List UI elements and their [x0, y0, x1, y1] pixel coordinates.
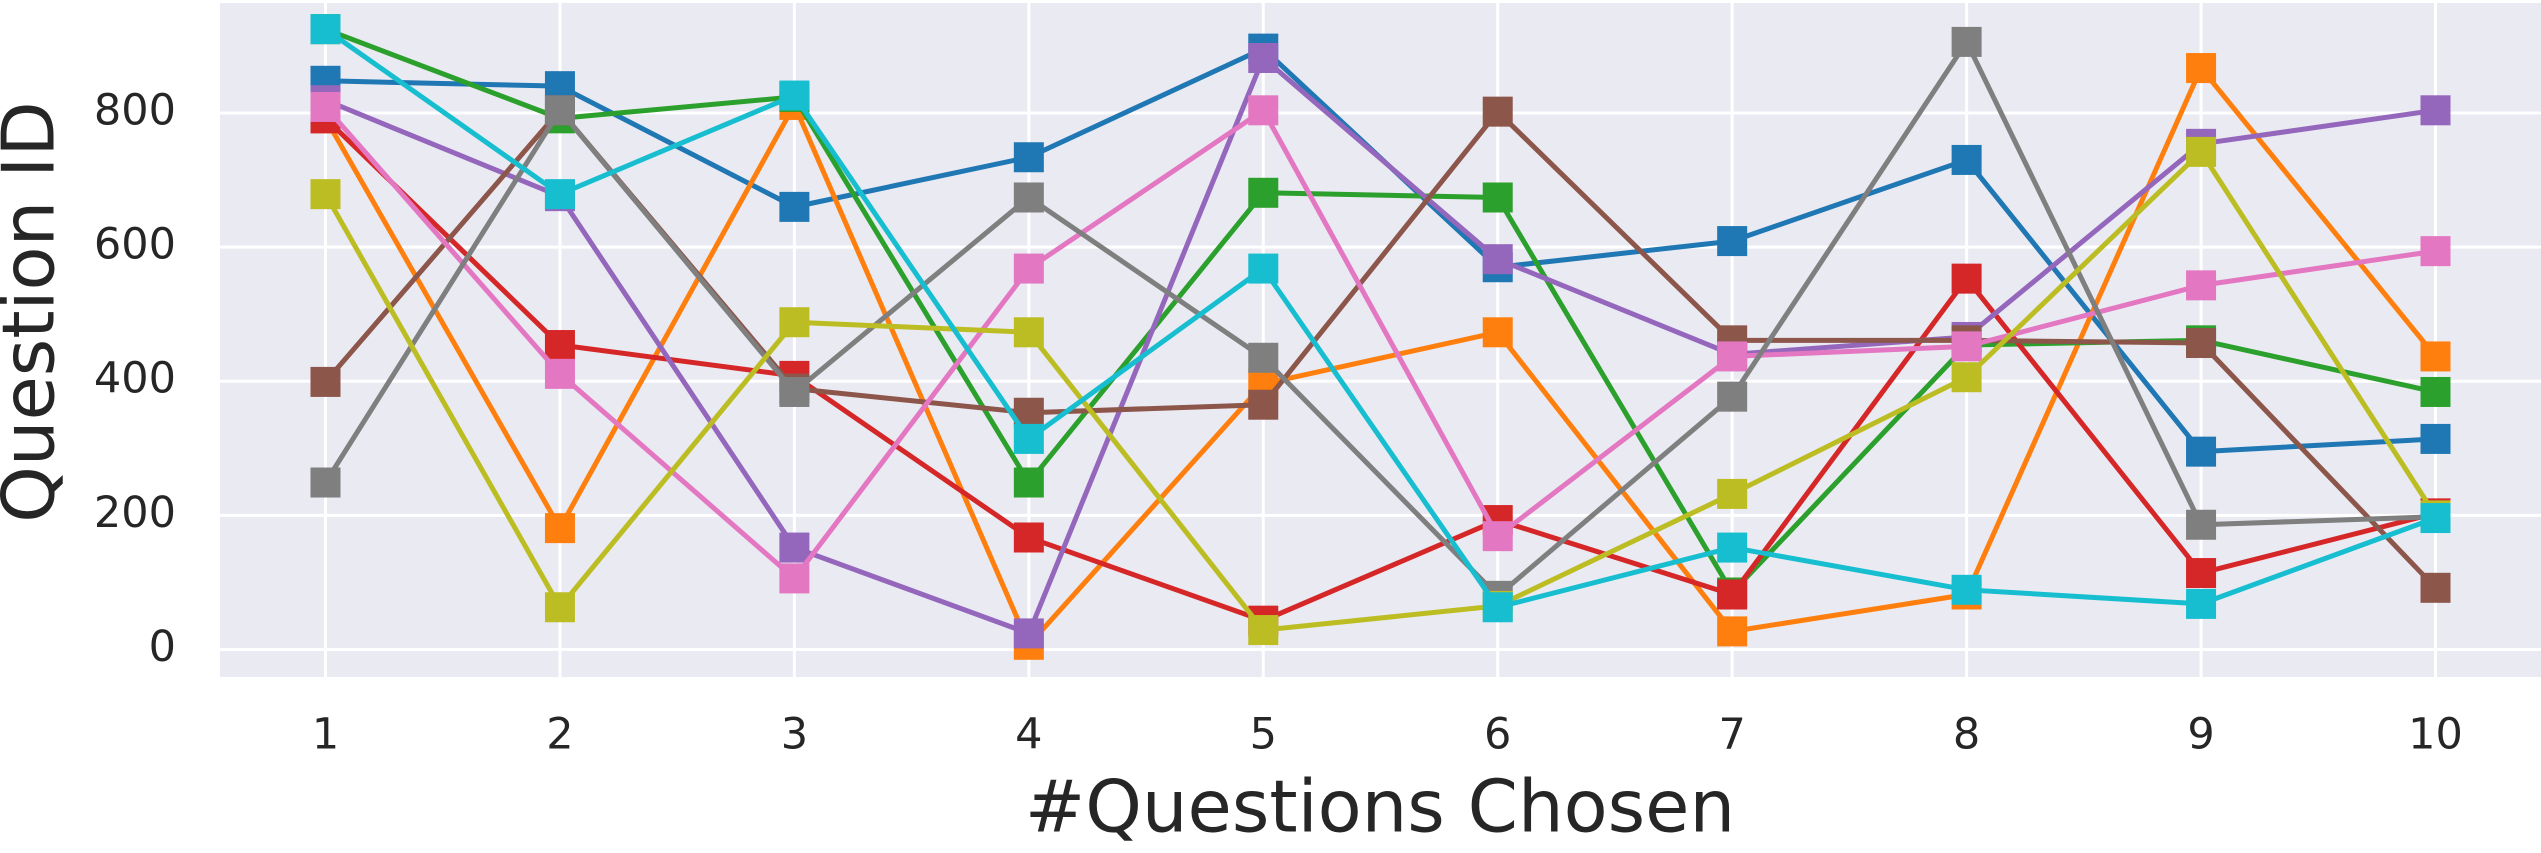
series-line [324, 55, 2436, 636]
marker [1248, 177, 1279, 208]
y-tick-label: 200 [94, 488, 176, 538]
marker [2186, 53, 2217, 84]
y-axis-label: Question ID [0, 101, 71, 523]
x-tick-label: 1 [312, 710, 339, 760]
marker [1482, 592, 1513, 623]
marker [1482, 317, 1513, 348]
marker [2186, 558, 2217, 589]
y-tick-label: 0 [149, 622, 176, 672]
series-line [323, 105, 2436, 581]
marker [2186, 436, 2217, 467]
marker [1013, 317, 1044, 348]
y-tick-label: 400 [94, 354, 176, 404]
series-line [323, 149, 2438, 633]
marker [2420, 503, 2451, 534]
marker [1482, 244, 1513, 275]
marker [1951, 331, 1982, 362]
marker [1482, 521, 1513, 552]
marker [1013, 423, 1044, 454]
y-tick-label: 800 [94, 85, 176, 135]
x-tick-label: 8 [1953, 710, 1980, 760]
marker [2186, 509, 2217, 540]
marker [310, 366, 341, 397]
x-tick-label: 3 [781, 710, 808, 760]
marker [1248, 95, 1279, 126]
marker [2186, 328, 2217, 359]
marker [2186, 270, 2217, 301]
marker [544, 513, 575, 544]
marker [1013, 182, 1044, 213]
series-line [323, 65, 2438, 648]
marker [1248, 615, 1279, 646]
marker [2420, 236, 2451, 267]
marker [310, 14, 341, 45]
series-line [323, 39, 2436, 599]
marker [1951, 362, 1982, 393]
marker [1013, 253, 1044, 284]
marker [779, 532, 810, 563]
x-tick-label: 6 [1484, 710, 1511, 760]
marker [1717, 478, 1748, 509]
marker [2420, 572, 2451, 603]
marker [1717, 616, 1748, 647]
marker [779, 191, 810, 222]
series-line [324, 27, 2437, 610]
series-line [323, 116, 2437, 624]
marker [544, 330, 575, 361]
x-tick-label: 2 [546, 710, 573, 760]
marker [544, 358, 575, 389]
marker [1013, 142, 1044, 173]
marker [1951, 26, 1982, 57]
marker [1717, 226, 1748, 257]
marker [1013, 522, 1044, 553]
marker [2420, 341, 2451, 372]
marker [2186, 136, 2217, 167]
marker [1717, 532, 1748, 563]
marker [310, 91, 341, 122]
marker [1013, 618, 1044, 649]
marker [1951, 574, 1982, 605]
marker [544, 179, 575, 210]
x-tick-label: 4 [1015, 710, 1042, 760]
marker [2420, 376, 2451, 407]
marker [1248, 253, 1279, 284]
marker [1482, 182, 1513, 213]
marker [1248, 342, 1279, 373]
marker [1951, 144, 1982, 175]
marker [1482, 96, 1513, 127]
marker [2420, 423, 2451, 454]
marker [1717, 381, 1748, 412]
x-tick-label: 5 [1250, 710, 1277, 760]
marker [544, 592, 575, 623]
marker [779, 376, 810, 407]
x-tick-label: 10 [2408, 710, 2463, 760]
marker [544, 95, 575, 126]
x-tick-label: 7 [1718, 710, 1745, 760]
marker [779, 80, 810, 111]
marker [1717, 579, 1748, 610]
marker [2186, 588, 2217, 619]
x-tick-label: 9 [2187, 710, 2214, 760]
marker [310, 179, 341, 210]
marker [2420, 95, 2451, 126]
marker [1248, 389, 1279, 420]
marker [310, 467, 341, 498]
marker [779, 307, 810, 338]
y-tick-label: 600 [94, 220, 176, 270]
x-axis-label: #Questions Chosen [1025, 765, 1735, 849]
marker [779, 563, 810, 594]
marker [1013, 467, 1044, 498]
marker [1248, 42, 1279, 73]
marker [1951, 263, 1982, 294]
marker [1717, 341, 1748, 372]
